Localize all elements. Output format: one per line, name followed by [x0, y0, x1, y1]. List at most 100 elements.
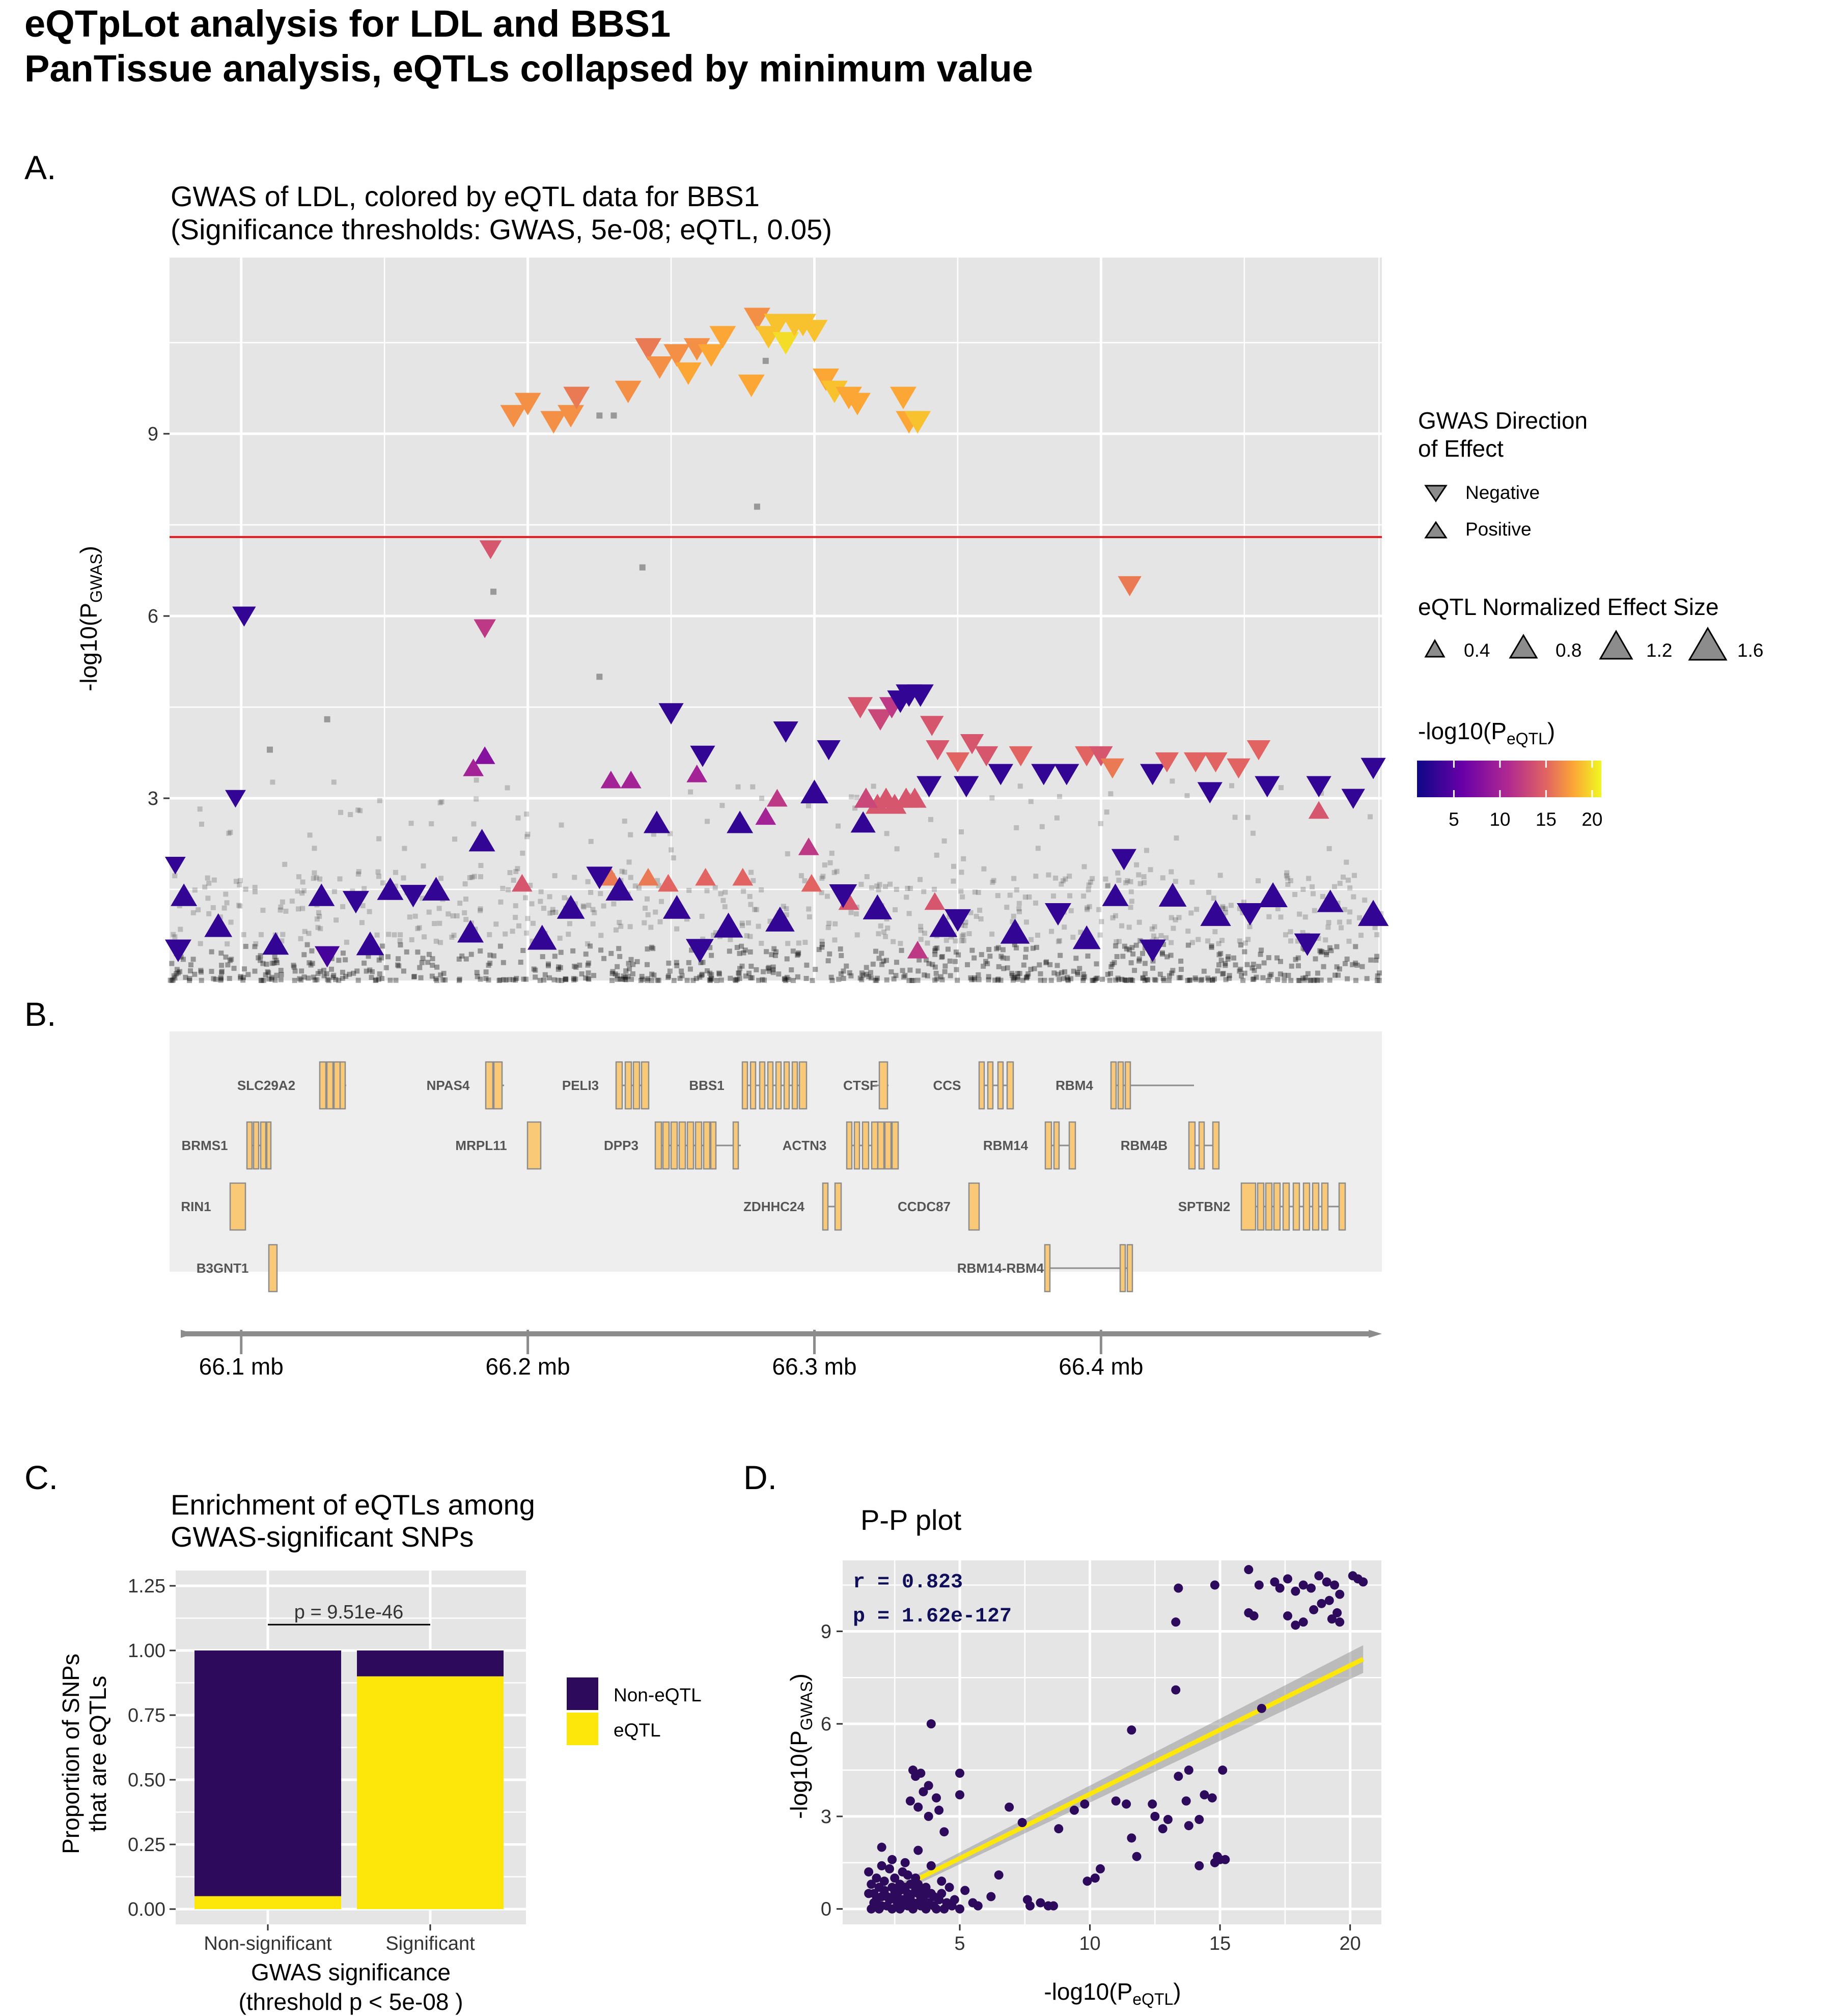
- snp-marker: [387, 977, 393, 983]
- snp-marker: [1140, 975, 1146, 981]
- gene-exon-block: [333, 1061, 341, 1110]
- gene-label: SLC29A2: [237, 1078, 295, 1093]
- snp-marker: [598, 891, 603, 897]
- snp-marker: [475, 974, 480, 979]
- snp-marker: [656, 883, 661, 888]
- snp-marker: [728, 975, 733, 981]
- snp-marker: [1071, 968, 1076, 974]
- snp-marker: [1302, 977, 1308, 983]
- snp-marker: [1122, 943, 1127, 949]
- snp-marker: [1297, 911, 1302, 917]
- snp-marker: [1337, 919, 1343, 925]
- snp-marker: [819, 938, 825, 944]
- snp-marker: [1000, 947, 1006, 953]
- snp-marker: [1133, 942, 1139, 948]
- snp-marker: [653, 909, 658, 915]
- y-tick-label: 9: [148, 424, 158, 445]
- snp-marker: [1284, 870, 1290, 876]
- snp-marker: [169, 961, 175, 966]
- snp-marker: [451, 933, 457, 938]
- gene-label: ZDHHC24: [743, 1199, 804, 1214]
- snp-marker: [586, 960, 592, 966]
- snp-marker: [883, 958, 889, 963]
- gene-exon-block: [968, 1182, 980, 1231]
- snp-marker: [739, 943, 744, 949]
- snp-marker: [876, 887, 881, 892]
- snp-marker: [317, 913, 322, 919]
- snp-marker: [471, 821, 477, 827]
- snp-marker: [686, 887, 692, 893]
- snp-marker: [1244, 962, 1250, 967]
- pp-point: [1184, 1821, 1193, 1831]
- snp-marker: [874, 977, 879, 983]
- gene-exon-block: [749, 1061, 757, 1110]
- snp-marker: [924, 957, 929, 963]
- eqtl-marker-negative: [738, 374, 765, 397]
- snp-marker: [748, 902, 754, 907]
- snp-marker: [746, 970, 752, 976]
- snp-marker: [340, 975, 345, 981]
- pp-point: [934, 1805, 944, 1815]
- snp-marker: [669, 847, 674, 853]
- snp-marker: [588, 889, 594, 895]
- snp-marker: [325, 977, 330, 983]
- snp-marker: [1184, 793, 1190, 799]
- snp-marker: [1205, 975, 1211, 981]
- snp-marker: [836, 823, 841, 829]
- eqtl-marker-positive: [605, 877, 634, 901]
- snp-marker: [1105, 883, 1110, 889]
- snp-marker: [462, 881, 468, 887]
- snp-marker: [243, 943, 248, 949]
- pp-point: [872, 1873, 881, 1883]
- snp-marker: [1283, 932, 1289, 938]
- eqtl-marker-positive: [171, 883, 198, 906]
- snp-marker: [686, 960, 691, 965]
- snp-marker: [874, 883, 880, 889]
- snp-marker: [252, 885, 258, 890]
- snp-marker: [331, 972, 337, 978]
- snp-marker: [921, 889, 927, 894]
- panel-c-title-line2: GWAS-significant SNPs: [171, 1521, 474, 1553]
- snp-marker: [1325, 925, 1331, 930]
- eqtl-marker-positive: [1000, 918, 1030, 944]
- snp-marker: [707, 977, 712, 983]
- snp-marker: [659, 899, 664, 904]
- snp-marker: [1030, 945, 1036, 951]
- snp-marker: [825, 958, 831, 964]
- snp-marker: [318, 926, 323, 932]
- snp-marker: [197, 806, 203, 812]
- snp-marker: [798, 873, 804, 879]
- eqtl-marker-negative: [558, 405, 585, 428]
- snp-marker: [899, 947, 904, 953]
- snp-marker: [615, 976, 620, 982]
- snp-marker: [324, 716, 330, 722]
- snp-marker: [1169, 970, 1175, 976]
- snp-marker: [585, 879, 591, 884]
- snp-marker: [311, 974, 316, 980]
- genome-axis-tick-label: 66.1 mb: [199, 1353, 284, 1380]
- snp-marker: [748, 975, 754, 981]
- snp-marker: [1168, 953, 1174, 958]
- snp-marker: [905, 886, 910, 891]
- pp-point: [1096, 1864, 1105, 1873]
- snp-marker: [1220, 904, 1226, 909]
- snp-marker: [884, 977, 890, 983]
- snp-marker: [553, 910, 559, 915]
- snp-marker: [540, 954, 545, 960]
- gene-label: NPAS4: [427, 1078, 470, 1093]
- snp-marker: [1308, 977, 1314, 983]
- snp-marker: [1021, 962, 1026, 968]
- pp-point: [1171, 1617, 1181, 1627]
- snp-marker: [1317, 948, 1323, 954]
- snp-marker: [1300, 886, 1306, 892]
- eqtl-marker-positive: [620, 770, 642, 789]
- snp-marker: [376, 957, 382, 963]
- pp-point: [887, 1855, 897, 1864]
- snp-marker: [375, 869, 381, 875]
- snp-marker: [1251, 962, 1256, 967]
- snp-marker: [1066, 977, 1071, 983]
- eqtl-marker-negative: [1054, 764, 1079, 786]
- snp-marker: [225, 962, 231, 968]
- snp-marker: [1017, 783, 1023, 789]
